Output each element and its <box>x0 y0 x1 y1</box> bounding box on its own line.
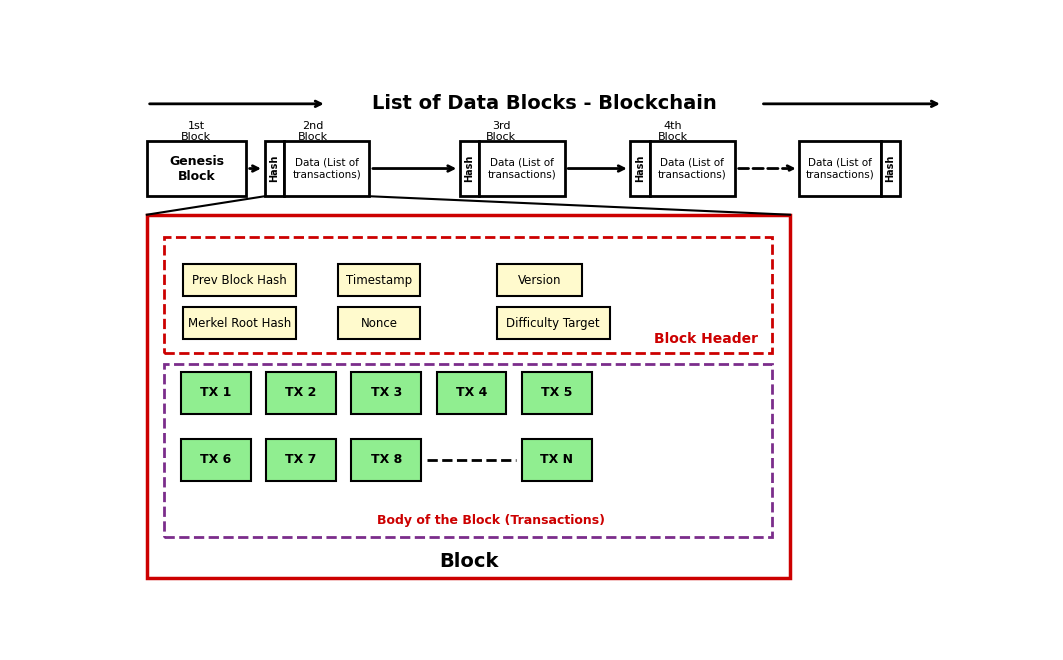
Text: Nonce: Nonce <box>360 317 398 330</box>
Text: 4th
Block: 4th Block <box>658 121 688 143</box>
Bar <box>460 141 479 196</box>
Text: TX 7: TX 7 <box>285 453 317 467</box>
Text: Block Header: Block Header <box>655 332 758 346</box>
Bar <box>649 141 735 196</box>
Text: 2nd
Block: 2nd Block <box>298 121 327 143</box>
Bar <box>181 439 251 481</box>
Text: Block: Block <box>439 552 499 571</box>
Text: Timestamp: Timestamp <box>345 274 412 286</box>
Text: TX 2: TX 2 <box>285 387 317 399</box>
Bar <box>522 372 592 414</box>
Text: TX 5: TX 5 <box>541 387 573 399</box>
Text: Data (List of
transactions): Data (List of transactions) <box>488 158 556 180</box>
Bar <box>181 372 251 414</box>
Text: Data (List of
transactions): Data (List of transactions) <box>292 158 361 180</box>
Text: Hash: Hash <box>465 155 474 182</box>
Bar <box>266 372 336 414</box>
Text: Body of the Block (Transactions): Body of the Block (Transactions) <box>377 514 605 527</box>
Text: 1st
Block: 1st Block <box>182 121 212 143</box>
Bar <box>265 141 284 196</box>
Text: Merkel Root Hash: Merkel Root Hash <box>188 317 291 330</box>
Bar <box>352 439 421 481</box>
Bar <box>799 141 881 196</box>
Text: Data (List of
transactions): Data (List of transactions) <box>806 158 875 180</box>
Text: TX N: TX N <box>540 453 573 467</box>
Bar <box>164 237 772 352</box>
Text: Hash: Hash <box>635 155 645 182</box>
Bar <box>183 264 296 296</box>
Bar <box>266 439 336 481</box>
Text: List of Data Blocks - Blockchain: List of Data Blocks - Blockchain <box>372 94 718 114</box>
Bar <box>630 141 649 196</box>
Bar <box>338 264 420 296</box>
Text: TX 1: TX 1 <box>200 387 232 399</box>
Bar <box>164 364 772 537</box>
Bar <box>437 372 506 414</box>
Text: Prev Block Hash: Prev Block Hash <box>192 274 287 286</box>
Text: Hash: Hash <box>269 155 280 182</box>
Text: Genesis
Block: Genesis Block <box>169 154 224 183</box>
Bar <box>147 141 246 196</box>
Bar <box>497 307 609 339</box>
Text: Version: Version <box>518 274 561 286</box>
Text: TX 6: TX 6 <box>200 453 232 467</box>
Bar <box>352 372 421 414</box>
Bar <box>147 214 790 578</box>
Bar <box>522 439 592 481</box>
Bar <box>183 307 296 339</box>
Text: TX 3: TX 3 <box>371 387 402 399</box>
Bar <box>338 307 420 339</box>
Text: Hash: Hash <box>885 155 895 182</box>
Bar <box>497 264 583 296</box>
Text: TX 4: TX 4 <box>456 387 487 399</box>
Text: Difficulty Target: Difficulty Target <box>506 317 601 330</box>
Text: 3rd
Block: 3rd Block <box>486 121 516 143</box>
Text: Data (List of
transactions): Data (List of transactions) <box>658 158 727 180</box>
Bar <box>284 141 369 196</box>
Bar <box>479 141 564 196</box>
Bar <box>881 141 900 196</box>
Text: TX 8: TX 8 <box>371 453 402 467</box>
